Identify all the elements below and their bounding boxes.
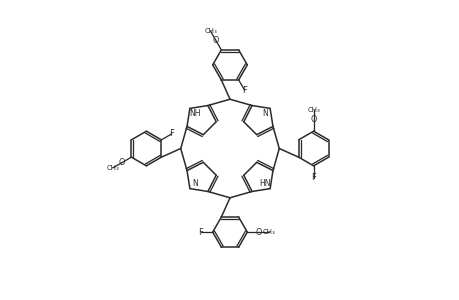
- Text: HN: HN: [259, 179, 270, 188]
- Text: F: F: [169, 129, 174, 138]
- Text: O: O: [118, 158, 124, 167]
- Text: N: N: [262, 109, 268, 118]
- Text: F: F: [242, 86, 246, 95]
- Text: CH₃: CH₃: [204, 28, 217, 34]
- Text: CH₃: CH₃: [262, 229, 274, 235]
- Text: NH: NH: [189, 109, 200, 118]
- Text: CH₃: CH₃: [307, 107, 319, 113]
- Text: F: F: [198, 228, 203, 237]
- Text: N: N: [191, 179, 197, 188]
- Text: O: O: [310, 115, 316, 124]
- Text: F: F: [310, 173, 315, 182]
- Text: O: O: [212, 36, 218, 45]
- Text: CH₃: CH₃: [106, 165, 119, 171]
- Text: O: O: [255, 228, 261, 237]
